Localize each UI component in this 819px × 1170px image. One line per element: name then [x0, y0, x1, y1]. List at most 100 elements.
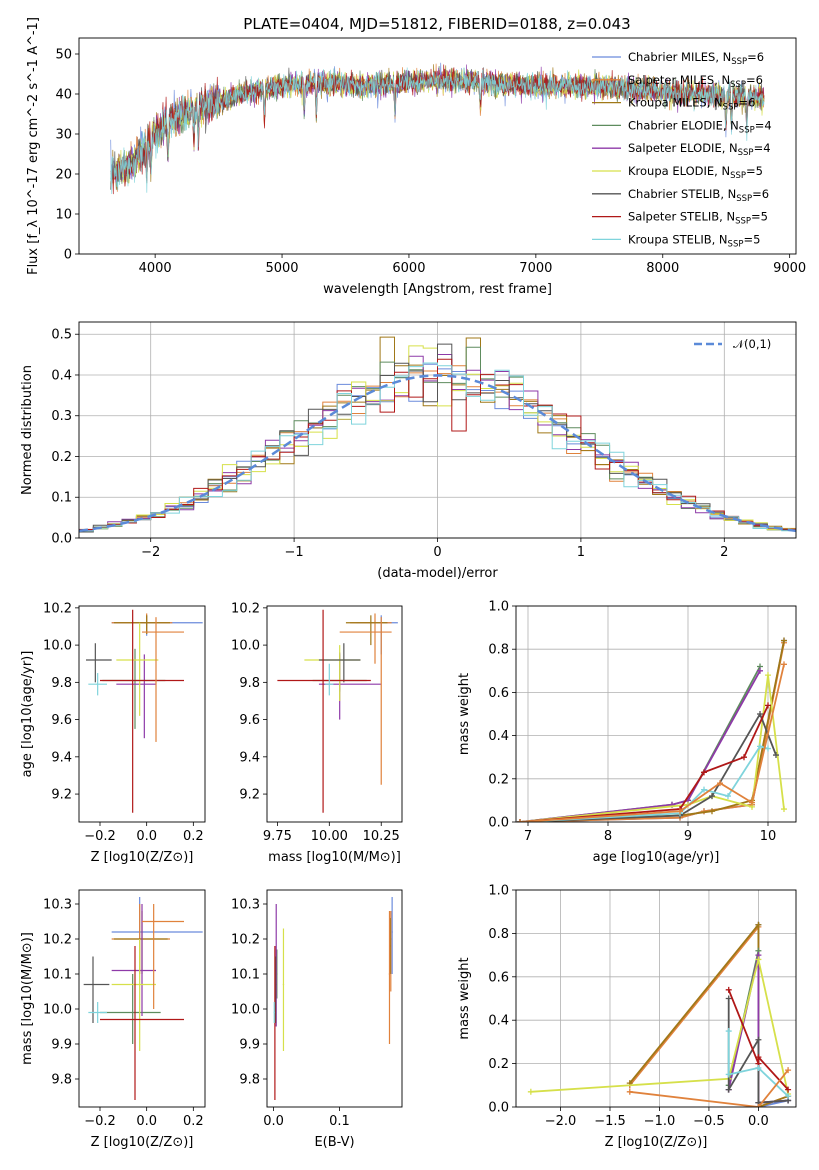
mass_weight_vs_Z-marker — [755, 921, 762, 928]
mass_weight_vs_Z-axes: −2.0 −1.5 −1.0 −0.5 0.0 0.0 0.2 0.4 0.6 0.8 1.0 Z [… — [457, 884, 797, 1150]
y-tick-label: 30 — [55, 128, 72, 143]
mass_weight_vs_age-marker — [709, 808, 715, 815]
age_vs_Z-ylabel: age [log10(age/yr)] — [20, 651, 35, 778]
mass_weight_vs_age-marker — [677, 808, 683, 815]
mass_weight_vs_Z-marker — [785, 1086, 792, 1093]
mass_vs_Z-plot-area — [83, 897, 203, 1100]
mass_weight_vs_age-ylabel: mass weight — [457, 673, 472, 755]
spectrum-title: PLATE=0404, MJD=51812, FIBERID=0188, z=0… — [243, 15, 630, 33]
x-tick-label: −0.2 — [84, 829, 116, 844]
age_vs_Z-axes: −0.2 0.0 0.2 9.2 9.4 9.6 9.8 10.0 10.2 Z [log10(Z… — [20, 601, 206, 865]
y-tick-label: 9.4 — [51, 750, 72, 765]
legend-label: Chabrier MILES, NSSP=6 — [628, 50, 764, 67]
mass_vs_Z-axes: −0.2 0.0 0.2 9.8 9.9 10.0 10.1 10.2 10.3 Z [log10… — [20, 889, 206, 1150]
mass_weight_vs_age-line — [519, 640, 785, 822]
x-tick-label: 7 — [524, 829, 532, 844]
y-tick-label: 10.2 — [231, 933, 260, 948]
age_vs_Z-frame — [78, 605, 206, 823]
residuals-panel: −2 −1 0 1 2 0.0 0.1 0.2 0.3 0.4 0.5 (data-model)/er… — [20, 321, 797, 581]
legend-label: Chabrier ELODIE, NSSP=4 — [628, 118, 772, 135]
x-tick-label: 0.0 — [748, 1114, 769, 1129]
y-tick-label: 0.6 — [488, 686, 509, 701]
residuals-plot-area — [79, 336, 796, 533]
age_vs_mass-frame — [266, 605, 403, 823]
spectrum-panel: 4000 5000 6000 7000 8000 9000 0 10 20 30 40 50 wavel… — [26, 17, 806, 297]
x-tick-label: 10.00 — [311, 829, 348, 844]
y-tick-label: 0.1 — [51, 491, 72, 506]
mass_weight_vs_age-plot-area — [517, 637, 787, 822]
legend-label: Salpeter STELIB, NSSP=5 — [628, 210, 768, 227]
mass_vs_Z-xlabel: Z [log10(Z/Z⊙)] — [91, 1135, 194, 1150]
mass_weight_vs_age-marker — [773, 752, 779, 759]
mass_weight_vs_age-marker — [781, 661, 787, 668]
x-tick-label: −1.5 — [594, 1114, 626, 1129]
age_vs_mass-xlabel: mass [log10(M/M⊙)] — [268, 850, 401, 865]
y-tick-label: 0.8 — [488, 927, 509, 942]
legend-label: Salpeter ELODIE, NSSP=4 — [628, 141, 771, 158]
y-tick-label: 10 — [55, 208, 72, 223]
y-tick-label: 9.2 — [239, 788, 260, 803]
x-tick-label: 0.2 — [183, 829, 204, 844]
y-tick-label: 0.8 — [488, 643, 509, 658]
mass_weight_vs_Z-line — [629, 1069, 789, 1107]
x-tick-label: 2 — [720, 545, 728, 560]
y-tick-label: 0.4 — [488, 729, 509, 744]
mass_weight_vs_age-axes: 7 8 9 10 0.0 0.2 0.4 0.6 0.8 1.0 age [log10(age/yr… — [457, 600, 797, 865]
mass_weight_vs_age-marker — [717, 780, 723, 787]
mass_weight_vs_age-marker — [765, 745, 771, 752]
y-tick-label: 0.2 — [51, 450, 72, 465]
mass_weight_vs_Z-plot-area — [527, 921, 792, 1107]
y-tick-label: 0.0 — [488, 816, 509, 831]
residuals-legend-label: 𝒩(0,1) — [733, 337, 771, 351]
y-tick-label: 0.0 — [51, 532, 72, 547]
x-tick-label: 0.0 — [263, 1114, 284, 1129]
spectrum-frame — [78, 37, 797, 255]
mass_weight_vs_age-line — [519, 674, 785, 822]
age_vs_Z-panel: −0.2 0.0 0.2 9.2 9.4 9.6 9.8 10.0 10.2 Z [log10(Z… — [20, 601, 206, 865]
x-tick-label: 0.2 — [183, 1114, 204, 1129]
x-tick-label: 7000 — [519, 261, 552, 276]
mass_weight_vs_age-marker — [757, 667, 763, 674]
mass_vs_ebv-frame — [266, 889, 403, 1108]
mass_weight_vs_age-marker — [725, 793, 731, 800]
y-tick-label: 0.2 — [488, 1057, 509, 1072]
y-tick-label: 9.6 — [51, 713, 72, 728]
spectrum-axes: 4000 5000 6000 7000 8000 9000 0 10 20 30 40 50 wavel… — [26, 17, 806, 297]
x-tick-label: 0.0 — [136, 1114, 157, 1129]
mass_weight_vs_Z-marker — [725, 1086, 732, 1093]
y-tick-label: 9.8 — [239, 676, 260, 691]
mass_weight_vs_age-marker — [701, 769, 707, 776]
mass_weight_vs_age-marker — [701, 786, 707, 793]
mass_vs_ebv-plot-area — [273, 897, 393, 1100]
y-tick-label: 9.4 — [239, 750, 260, 765]
y-tick-label: 10.3 — [231, 898, 260, 913]
y-tick-label: 50 — [55, 48, 72, 63]
mass_weight_vs_Z-marker — [626, 1088, 633, 1095]
mass_weight_vs_Z-marker — [755, 1104, 762, 1107]
y-tick-label: 10.2 — [43, 601, 72, 616]
mass_weight_vs_age-frame — [515, 605, 797, 823]
spectrum-xlabel: wavelength [Angstrom, rest frame] — [323, 282, 552, 297]
mass_weight_vs_age-marker — [781, 806, 787, 813]
y-tick-label: 10.2 — [231, 601, 260, 616]
x-tick-label: −0.5 — [693, 1114, 725, 1129]
mass_weight_vs_age-line — [519, 640, 785, 822]
mass_weight_vs_Z-frame — [515, 889, 797, 1108]
y-tick-label: 40 — [55, 88, 72, 103]
y-tick-label: 0.2 — [488, 772, 509, 787]
mass_weight_vs_Z-xlabel: Z [log10(Z/Z⊙)] — [605, 1135, 708, 1150]
legend-label: Salpeter MILES, NSSP=6 — [628, 73, 763, 90]
y-tick-label: 10.1 — [231, 968, 260, 983]
mass_weight_vs_age-marker — [765, 672, 771, 679]
age_vs_mass-plot-area — [277, 609, 398, 813]
mass_weight_vs_Z-marker — [725, 986, 732, 993]
mass_weight_vs_Z-panel: −2.0 −1.5 −1.0 −0.5 0.0 0.0 0.2 0.4 0.6 0.8 1.0 Z [… — [457, 884, 797, 1150]
y-tick-label: 0.4 — [488, 1014, 509, 1029]
x-tick-label: 0.1 — [329, 1114, 350, 1129]
y-tick-label: 9.8 — [51, 676, 72, 691]
x-tick-label: 0 — [433, 545, 441, 560]
age_vs_mass-axes: 9.75 10.00 10.25 9.2 9.4 9.6 9.8 10.0 10.2 mass [… — [231, 601, 403, 865]
x-tick-label: −2 — [141, 545, 160, 560]
y-tick-label: 0.6 — [488, 970, 509, 985]
